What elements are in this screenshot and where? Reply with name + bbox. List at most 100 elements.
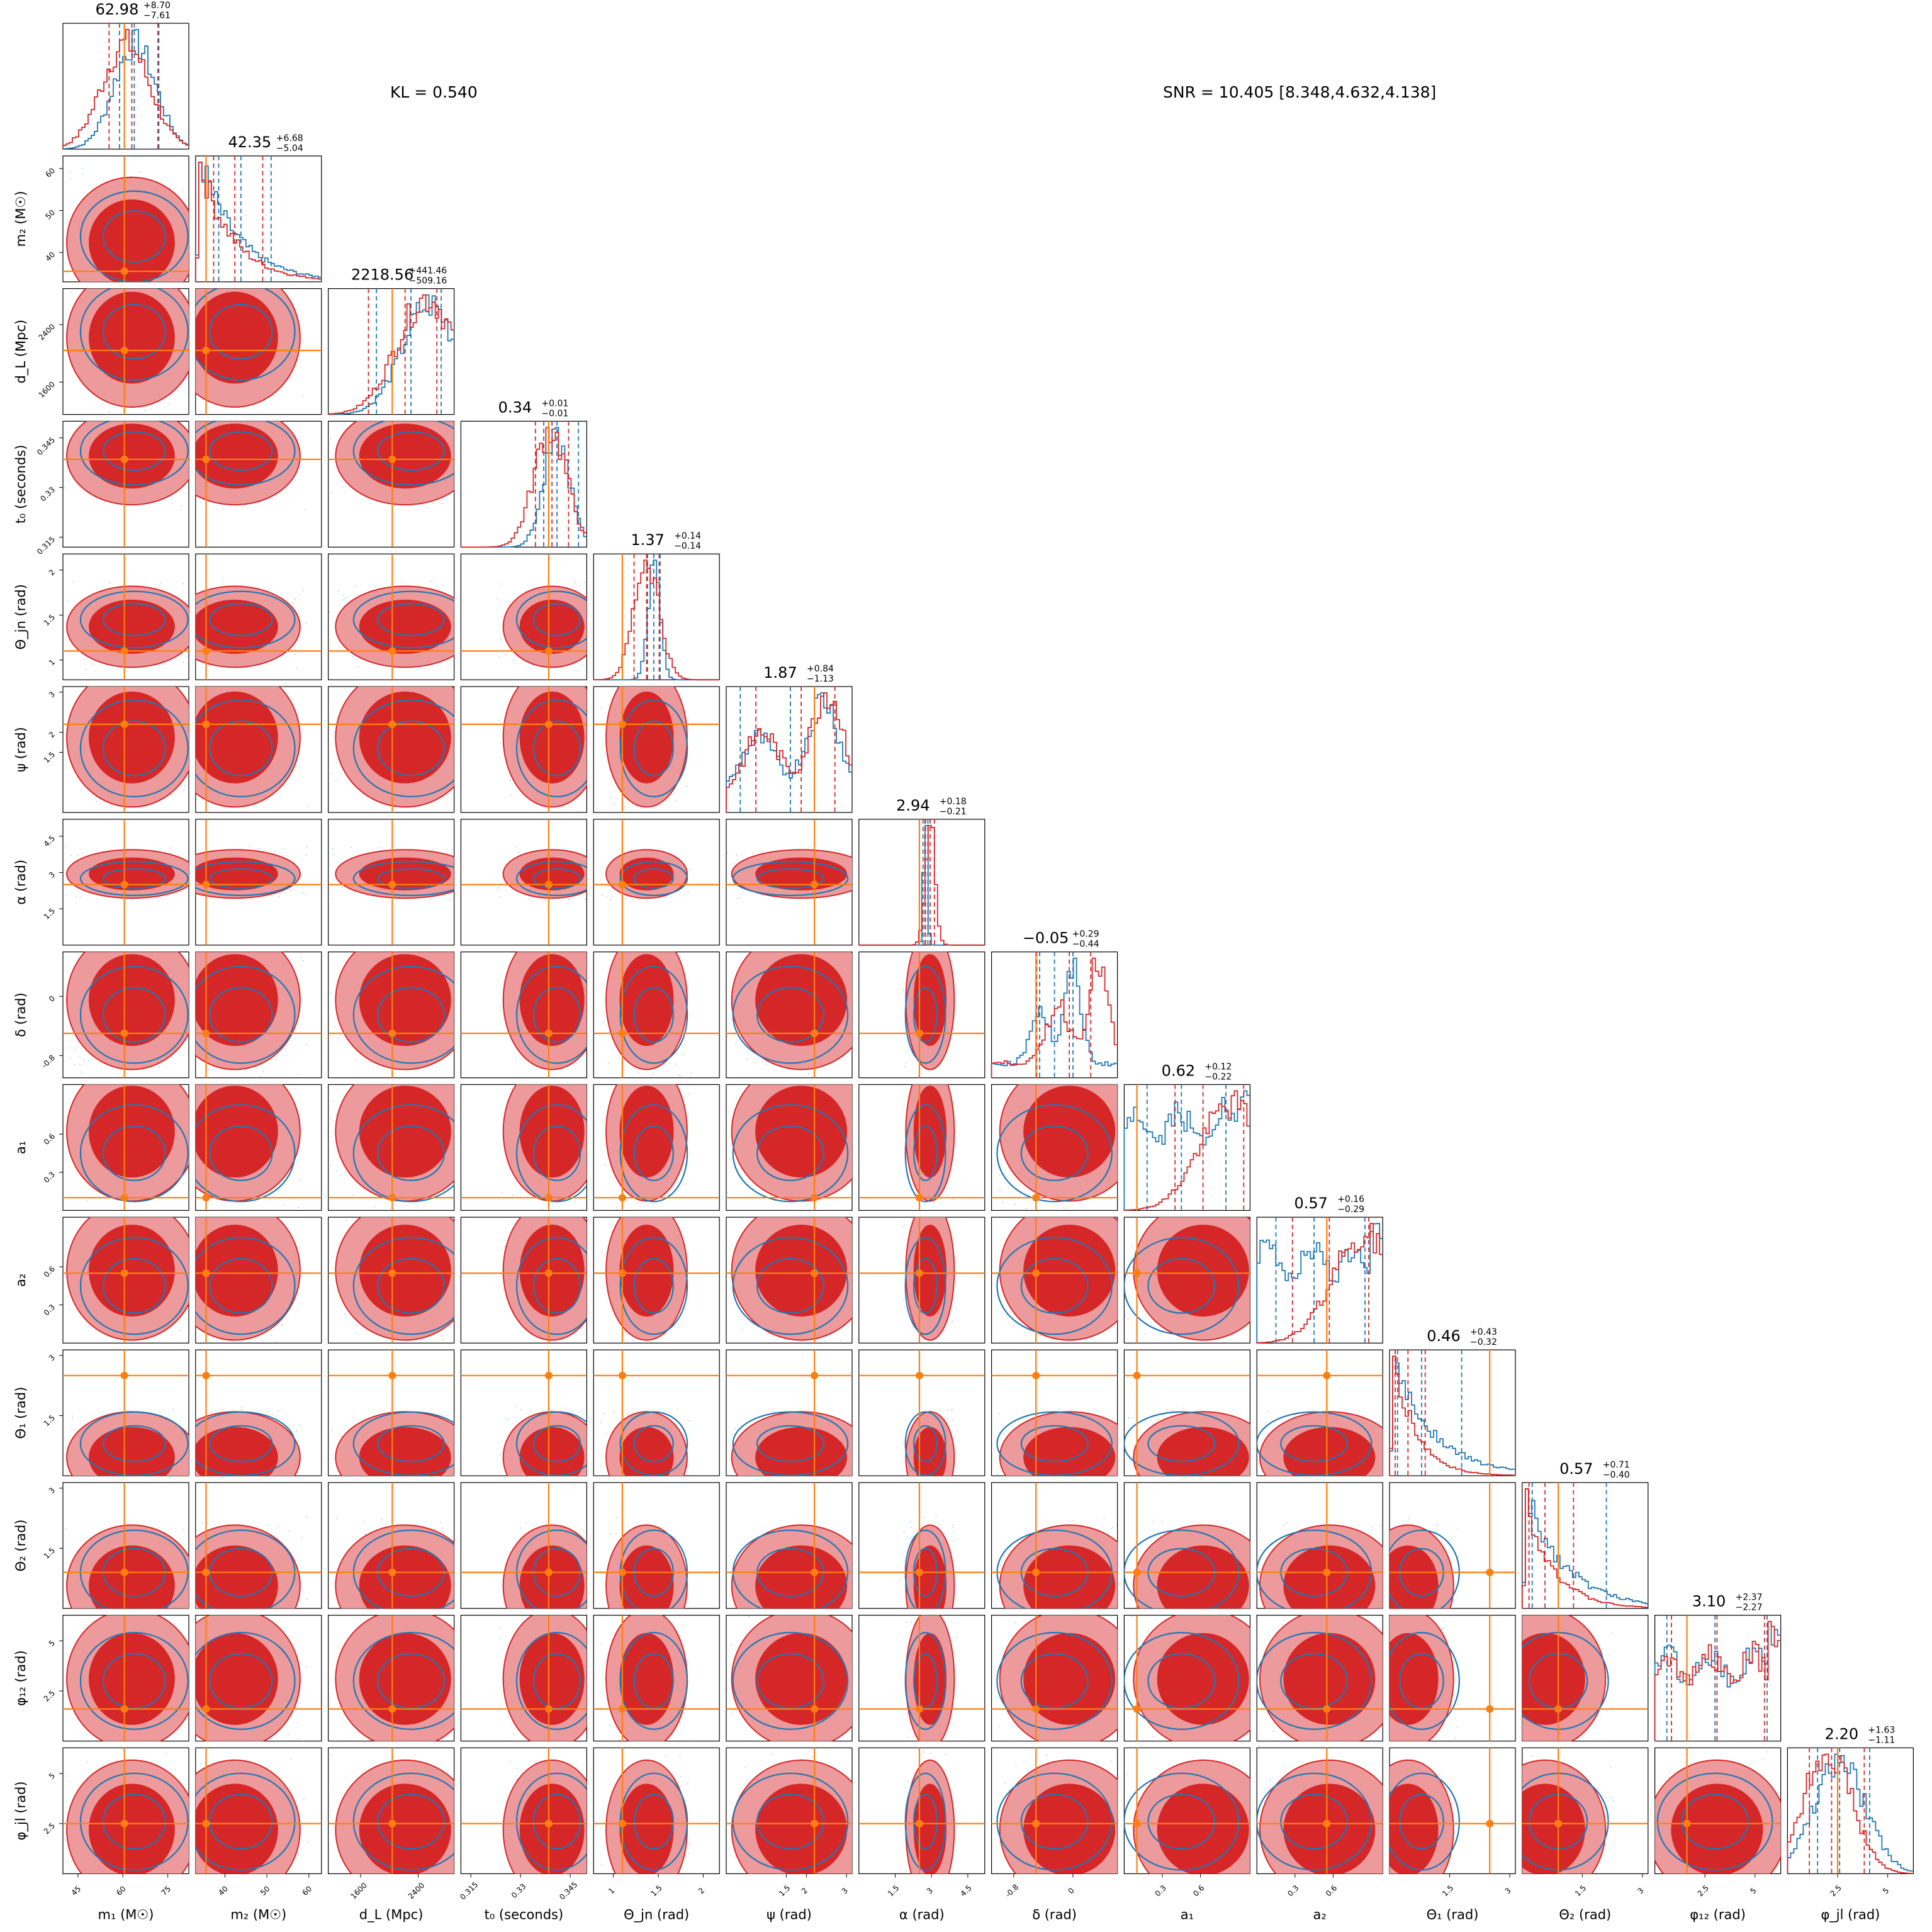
sample-point: [306, 1516, 308, 1518]
hist-title-minus: −0.21: [940, 807, 967, 817]
sample-point: [510, 794, 512, 796]
sample-point: [855, 1194, 856, 1196]
contour-blue-inner: [1147, 1653, 1216, 1709]
sample-point: [1252, 1656, 1253, 1658]
sample-point: [1138, 1897, 1139, 1898]
sample-point: [559, 1410, 561, 1412]
contour-inner: [195, 1225, 278, 1317]
truth-marker: [915, 1194, 923, 1202]
sample-point: [375, 585, 377, 587]
histogram-blue: [1256, 1223, 1383, 1344]
sample-point: [193, 1653, 194, 1654]
sample-point: [1441, 1628, 1443, 1630]
y-tick-label: 2: [47, 730, 57, 739]
contour-blue-outer: [79, 590, 189, 649]
contour-inner: [89, 599, 175, 654]
x-tick-label: 0.6: [1191, 1884, 1206, 1898]
y-tick-label: 1600: [37, 379, 57, 399]
contour-blue-inner: [102, 1425, 166, 1463]
hist-panel-phi12: 3.10 +2.37−2.27: [1654, 1593, 1782, 1742]
sample-point: [303, 1798, 305, 1800]
sample-point: [128, 1609, 129, 1610]
sample-point: [160, 582, 162, 584]
contour-blue-outer: [732, 1411, 849, 1476]
contour-blue-inner: [532, 868, 581, 889]
contour-panel-delta-dL: [327, 951, 455, 1079]
sample-point: [1254, 1613, 1255, 1614]
sample-point: [545, 1899, 546, 1901]
sample-point: [1516, 1648, 1517, 1649]
contour-inner: [1023, 1427, 1116, 1476]
sample-point: [188, 407, 189, 409]
sample-point: [519, 1527, 521, 1529]
sample-point: [1267, 1609, 1268, 1610]
sample-point: [459, 1855, 460, 1856]
sample-point: [952, 1722, 953, 1724]
sample-point: [1782, 1880, 1783, 1882]
truth-marker: [1133, 1705, 1141, 1713]
sample-point: [441, 1335, 443, 1337]
sample-point: [1456, 1726, 1458, 1728]
sample-point: [615, 804, 617, 806]
histogram-blue: [1521, 1488, 1648, 1609]
contour-panel-theta1-m2: [195, 1349, 322, 1476]
sample-point: [688, 1420, 690, 1422]
sample-point: [902, 1442, 904, 1444]
sample-point: [334, 853, 335, 855]
sample-point: [335, 780, 337, 782]
sample-point: [108, 412, 110, 413]
sample-point: [609, 1554, 611, 1556]
contour-blue-outer: [79, 288, 189, 381]
sample-point: [945, 1417, 946, 1419]
sample-point: [498, 887, 500, 889]
sample-point: [592, 977, 593, 979]
contour-panel-alpha-t0: [460, 819, 588, 946]
truth-marker: [202, 1705, 210, 1713]
sample-point: [183, 1182, 184, 1184]
hist-title-minus: −0.01: [541, 408, 568, 418]
sample-point: [904, 1787, 906, 1789]
sample-point: [305, 622, 306, 624]
sample-point: [139, 171, 141, 173]
sample-point: [306, 1598, 308, 1600]
contour-panel-t0-m2: [193, 417, 322, 548]
sample-point: [329, 611, 330, 613]
contour-panel-a2-psi: [726, 1216, 853, 1344]
contour-blue-inner: [102, 431, 166, 471]
x-axis-label-m2: m₂ (M☉): [230, 1907, 286, 1922]
sample-point: [70, 291, 72, 293]
contour-blue-inner: [377, 603, 445, 636]
sample-point: [1669, 1770, 1671, 1772]
contour-panel-theta2-a2: [1254, 1482, 1383, 1614]
y-tick-label: 1: [47, 658, 57, 667]
histogram-red: [1787, 1753, 1914, 1874]
truth-marker: [915, 1705, 923, 1713]
panel-frame: [460, 420, 588, 548]
contour-blue-inner: [634, 987, 674, 1043]
sample-point: [1560, 1754, 1562, 1756]
sample-point: [296, 1074, 298, 1076]
sample-point: [278, 1901, 279, 1902]
sample-point: [259, 1076, 261, 1078]
sample-point: [1103, 1517, 1105, 1519]
sample-point: [591, 1288, 592, 1289]
sample-point: [631, 848, 632, 850]
sample-point: [618, 1055, 620, 1057]
sample-point: [259, 848, 261, 850]
sample-point: [1710, 1876, 1711, 1877]
sample-point: [198, 1903, 199, 1904]
sample-point: [945, 1754, 947, 1756]
truth-marker: [1323, 1819, 1331, 1828]
sample-point: [1273, 1887, 1274, 1889]
sample-point: [363, 1874, 364, 1875]
sample-point: [193, 417, 194, 418]
sample-point: [372, 417, 373, 418]
contour-blue-inner: [1020, 1794, 1089, 1850]
contour-panel-a1-alpha: [858, 1084, 986, 1211]
sample-point: [1520, 1687, 1522, 1688]
contour-blue-inner: [1399, 1653, 1444, 1709]
hist-title-delta: −0.05: [1023, 929, 1069, 947]
y-tick-label: 0.6: [42, 1264, 57, 1279]
sample-point: [730, 1803, 732, 1805]
sample-point: [254, 1885, 256, 1886]
